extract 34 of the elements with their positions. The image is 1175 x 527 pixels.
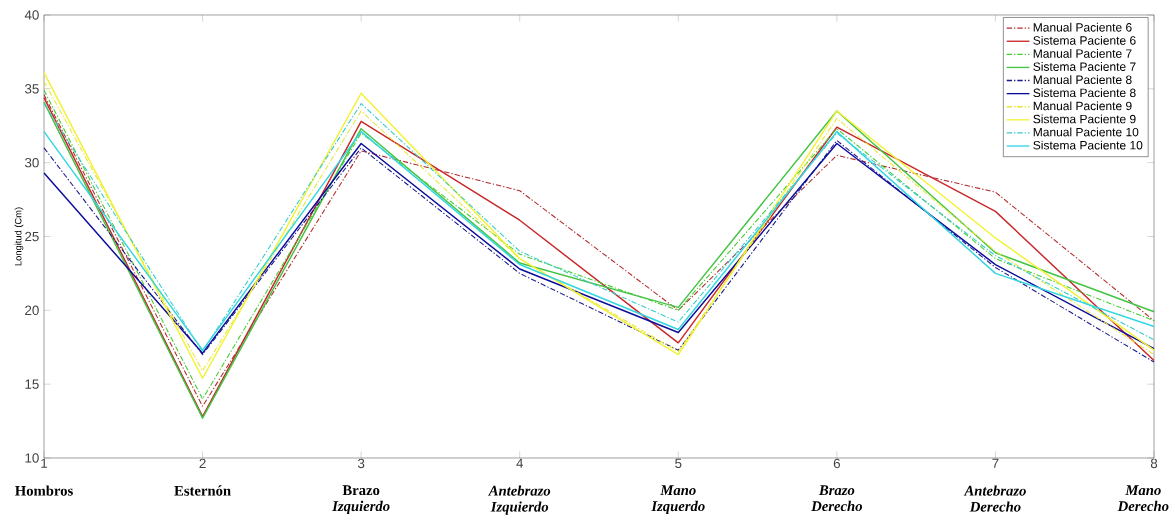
y-tick-label: 20 [25, 305, 39, 316]
legend-label: Manual Paciente 10 [1033, 127, 1139, 137]
legend-label: Manual Paciente 8 [1033, 75, 1132, 85]
y-tick-label: 30 [24, 157, 39, 168]
legend-label: Sistema Paciente 8 [1033, 88, 1136, 98]
text: Antebrazo Izquierdo [488, 485, 551, 515]
text: Mano Izquerdo [651, 485, 705, 515]
legend-label: Manual Paciente 6 [1033, 22, 1132, 32]
x-tick-label: 1 [41, 458, 48, 468]
x-tick-label: 5 [675, 458, 682, 468]
x-tick-label: 6 [833, 458, 840, 469]
legend-label: Sistema Paciente 7 [1033, 62, 1136, 71]
y-tick-label: 40 [24, 10, 39, 20]
text: Esternón [174, 485, 231, 496]
legend-label: Sistema Paciente 6 [1033, 35, 1136, 45]
x-tick-label: 8 [1150, 458, 1158, 469]
text: Brazo Izquierdo [332, 485, 390, 515]
y-tick-label: 15 [25, 379, 39, 389]
legend-label: Manual Paciente 7 [1033, 49, 1132, 58]
x-tick-label: 7 [992, 458, 999, 468]
text: Mano Derecho [1117, 485, 1169, 512]
x-tick-label: 3 [357, 458, 365, 469]
y-tick-label: 10 [25, 453, 39, 463]
text: Brazo Derecho [811, 485, 863, 512]
text: Hombros [15, 485, 73, 496]
legend-label: Sistema Paciente 10 [1033, 140, 1143, 150]
legend-label: Sistema Paciente 9 [1033, 114, 1136, 124]
x-tick-label: 2 [199, 458, 206, 469]
legend-label: Manual Paciente 9 [1033, 101, 1132, 111]
y-tick-label: 35 [24, 84, 39, 94]
text: Antebrazo Derecho [963, 485, 1026, 512]
y-tick-label: 25 [25, 231, 39, 242]
y-axis-title: Longitud (Cm) [14, 207, 24, 266]
x-tick-label: 4 [516, 458, 524, 468]
